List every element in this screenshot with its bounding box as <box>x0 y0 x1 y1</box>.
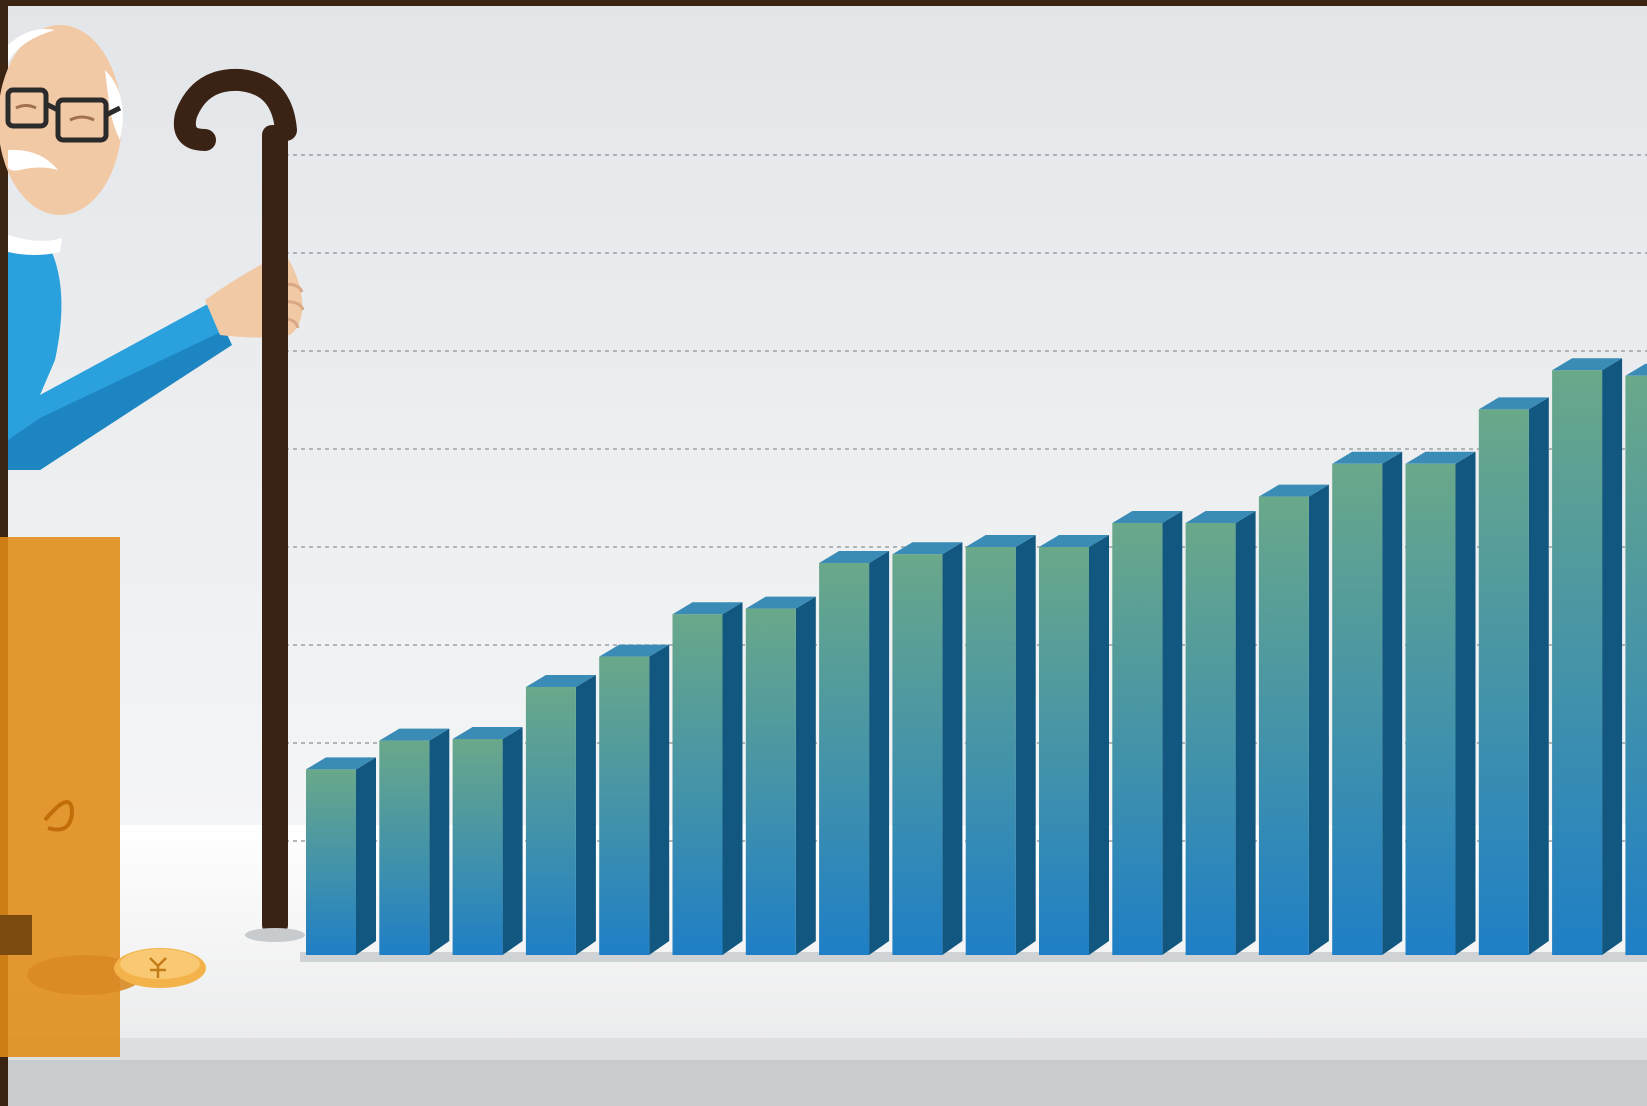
bar-cap <box>672 602 743 615</box>
bar-front <box>1332 463 1383 955</box>
bar-front <box>1625 375 1647 955</box>
bar-cap <box>1039 535 1109 547</box>
overlay-dark-block <box>0 915 32 955</box>
bar-cap <box>1112 511 1183 523</box>
bar-cap <box>819 551 890 563</box>
bar <box>525 675 596 955</box>
bar <box>599 644 670 955</box>
eye-left <box>15 104 37 110</box>
hair <box>105 70 123 140</box>
bar <box>892 542 963 955</box>
bar-cap <box>525 675 596 687</box>
bar-side <box>795 596 816 955</box>
bar-side <box>869 551 890 955</box>
bar <box>965 535 1036 955</box>
bar-cap <box>1625 363 1647 376</box>
hair-top <box>8 29 55 62</box>
bar-group <box>306 358 1647 955</box>
bar-cap <box>599 644 670 657</box>
bar-cap <box>892 542 963 555</box>
bar-side <box>942 542 963 955</box>
coin <box>27 955 143 995</box>
bar-side <box>356 757 376 955</box>
bar-cap <box>745 596 816 609</box>
bar-cap <box>306 757 376 770</box>
bar <box>1405 451 1476 955</box>
bar-front <box>599 656 650 955</box>
bars-shadow <box>300 952 1647 962</box>
bar-front <box>672 614 723 955</box>
bar <box>452 727 523 955</box>
bar <box>1625 363 1647 955</box>
coins <box>27 948 206 995</box>
collar <box>8 235 62 255</box>
cane-shadow <box>245 928 305 942</box>
bar-front <box>965 547 1016 955</box>
bar-front <box>1552 370 1603 955</box>
cane-shaft <box>262 125 288 935</box>
bar-front <box>1405 463 1456 955</box>
bar <box>1332 451 1403 955</box>
bar-side <box>649 644 670 955</box>
bar-side <box>502 727 523 955</box>
bar-front <box>452 739 503 955</box>
floor-edge <box>8 1038 1647 1060</box>
bar <box>1112 511 1183 955</box>
bar-side <box>1455 451 1476 955</box>
bar-front <box>1039 547 1089 955</box>
bar <box>1258 484 1329 955</box>
bar-front <box>745 608 796 955</box>
bar-front <box>306 769 356 955</box>
bar <box>745 596 816 955</box>
bar-cap <box>1258 484 1329 497</box>
bar-front <box>819 563 870 955</box>
bar-front <box>1478 409 1529 955</box>
coin-symbol <box>149 957 167 978</box>
bar <box>306 757 376 955</box>
overlay-swirl <box>43 800 75 832</box>
bar-side <box>1015 535 1036 955</box>
cane <box>173 68 305 942</box>
bar <box>1185 511 1256 955</box>
eye-right <box>69 115 95 122</box>
bar-front <box>892 554 943 955</box>
bar-front <box>1112 523 1163 955</box>
bottom-strip <box>8 1060 1647 1106</box>
bar <box>1478 397 1549 955</box>
bar-side <box>1235 511 1256 955</box>
bar-cap <box>1552 358 1623 371</box>
bar-front <box>379 740 430 955</box>
shirt-shade <box>8 330 232 470</box>
cane-handle <box>173 68 297 151</box>
bar-cap <box>379 728 450 741</box>
bar-side <box>1089 535 1109 955</box>
glasses <box>5 87 122 143</box>
bar-cap <box>1405 451 1476 464</box>
bar-cap <box>1332 451 1403 464</box>
bar-side <box>575 675 596 955</box>
bar-front <box>525 687 576 955</box>
bar-cap <box>1185 511 1256 523</box>
bar-side <box>1528 397 1549 955</box>
bar-side <box>722 602 743 955</box>
bar <box>672 602 743 955</box>
mustache <box>8 149 58 171</box>
bar-cap <box>1478 397 1549 410</box>
bar-side <box>1162 511 1183 955</box>
bar <box>379 728 450 955</box>
bar <box>1039 535 1109 955</box>
bar-front <box>1258 496 1309 955</box>
bar-side <box>429 728 450 955</box>
bar <box>1552 358 1623 955</box>
bar-side <box>1382 451 1403 955</box>
bar-cap <box>965 535 1036 547</box>
bar <box>819 551 890 955</box>
bar-side <box>1308 484 1329 955</box>
bar-side <box>1602 358 1623 955</box>
bar-front <box>1185 523 1236 955</box>
bar-cap <box>452 727 523 739</box>
